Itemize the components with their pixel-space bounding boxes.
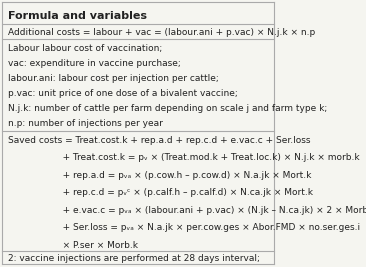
Text: + e.vac.c = pᵥₐ × (labour.ani + p.vac) × (N.jk – N.ca.jk) × 2 × Morb.k: + e.vac.c = pᵥₐ × (labour.ani + p.vac) ×… (8, 206, 366, 215)
Text: labour.ani: labour cost per injection per cattle;: labour.ani: labour cost per injection pe… (8, 74, 218, 83)
Text: + Ser.loss = pᵥₐ × N.a.jk × per.cow.ges × Abor.FMD × no.ser.ges.i: + Ser.loss = pᵥₐ × N.a.jk × per.cow.ges … (8, 223, 360, 232)
Text: + rep.a.d = pᵥₐ × (p.cow.h – p.cow.d) × N.a.jk × Mort.k: + rep.a.d = pᵥₐ × (p.cow.h – p.cow.d) × … (8, 171, 311, 180)
Text: Labour labour cost of vaccination;: Labour labour cost of vaccination; (8, 44, 162, 53)
Text: N.j.k: number of cattle per farm depending on scale j and farm type k;: N.j.k: number of cattle per farm dependi… (8, 104, 327, 113)
Text: × P.ser × Morb.k: × P.ser × Morb.k (8, 241, 138, 250)
Text: n.p: number of injections per year: n.p: number of injections per year (8, 119, 163, 128)
Text: Additional costs = labour + vac = (labour.ani + p.vac) × N.j.k × n.p: Additional costs = labour + vac = (labou… (8, 28, 315, 37)
Text: Formula and variables: Formula and variables (8, 11, 146, 21)
Text: + Treat.cost.k = pᵥ × (Treat.mod.k + Treat.loc.k) × N.j.k × morb.k: + Treat.cost.k = pᵥ × (Treat.mod.k + Tre… (8, 153, 359, 162)
Text: vac: expenditure in vaccine purchase;: vac: expenditure in vaccine purchase; (8, 59, 180, 68)
Text: + rep.c.d = pᵥᶜ × (p.calf.h – p.calf.d) × N.ca.jk × Mort.k: + rep.c.d = pᵥᶜ × (p.calf.h – p.calf.d) … (8, 188, 313, 197)
Text: Saved costs = Treat.cost.k + rep.a.d + rep.c.d + e.vac.c + Ser.loss: Saved costs = Treat.cost.k + rep.a.d + r… (8, 136, 310, 144)
Text: p.vac: unit price of one dose of a bivalent vaccine;: p.vac: unit price of one dose of a bival… (8, 89, 237, 98)
Text: 2: vaccine injections are performed at 28 days interval;: 2: vaccine injections are performed at 2… (8, 254, 259, 263)
